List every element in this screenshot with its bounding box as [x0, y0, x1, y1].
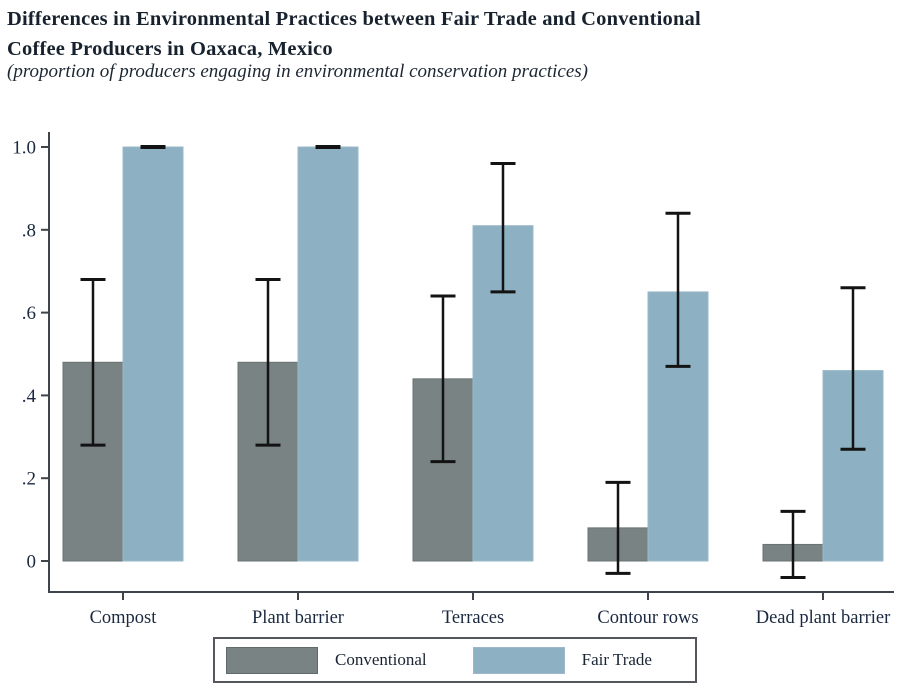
legend-label-conventional: Conventional [335, 650, 427, 669]
category-label-compost: Compost [90, 608, 158, 628]
category-label-dead-plant-barrier: Dead plant barrier [756, 608, 891, 628]
category-label-plant-barrier: Plant barrier [252, 608, 344, 628]
y-tick-label: .4 [22, 386, 37, 407]
chart-subtitle: (proportion of producers engaging in env… [7, 61, 588, 82]
y-tick-label: .8 [22, 220, 36, 241]
category-label-terraces: Terraces [442, 608, 504, 628]
y-tick-label: .6 [22, 303, 36, 324]
legend-label-fair-trade: Fair Trade [581, 650, 652, 669]
y-tick-label: 1.0 [12, 138, 36, 159]
page-title: Differences in Environmental Practices b… [7, 4, 897, 64]
legend-swatch-fair-trade [472, 646, 565, 674]
category-label-contour-rows: Contour rows [597, 608, 698, 628]
y-tick-label: 0 [27, 552, 37, 573]
title-line-2: Coffee Producers in Oaxaca, Mexico [7, 38, 333, 60]
bar-conventional-plant-barrier [237, 361, 299, 562]
y-tick-label: .2 [22, 469, 36, 490]
title-line-1: Differences in Environmental Practices b… [7, 8, 701, 30]
bar-fair-trade-plant-barrier [297, 146, 359, 562]
bar-fair-trade-compost [122, 146, 184, 562]
legend-box: Conventional Fair Trade [213, 637, 697, 683]
legend-swatch-conventional [226, 646, 318, 674]
